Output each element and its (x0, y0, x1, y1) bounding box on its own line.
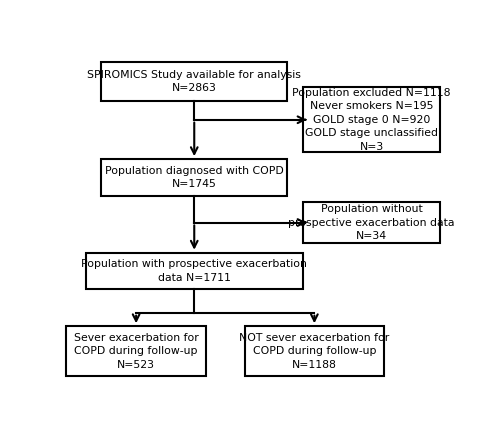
FancyBboxPatch shape (101, 159, 287, 196)
FancyBboxPatch shape (244, 326, 384, 376)
FancyBboxPatch shape (66, 326, 206, 376)
Text: Population without
prospective exacerbation data
N=34: Population without prospective exacerbat… (288, 204, 455, 241)
Text: Population excluded N=1118
Never smokers N=195
GOLD stage 0 N=920
GOLD stage unc: Population excluded N=1118 Never smokers… (292, 88, 451, 152)
Text: Sever exacerbation for
COPD during follow-up
N=523: Sever exacerbation for COPD during follo… (74, 332, 198, 370)
Text: Population diagnosed with COPD
N=1745: Population diagnosed with COPD N=1745 (105, 166, 284, 189)
FancyBboxPatch shape (86, 253, 303, 289)
Text: NOT sever exacerbation for
COPD during follow-up
N=1188: NOT sever exacerbation for COPD during f… (240, 332, 390, 370)
FancyBboxPatch shape (303, 87, 440, 152)
Text: SPIROMICS Study available for analysis
N=2863: SPIROMICS Study available for analysis N… (88, 69, 301, 93)
Text: Population with prospective exacerbation
data N=1711: Population with prospective exacerbation… (82, 259, 307, 283)
FancyBboxPatch shape (303, 202, 440, 243)
FancyBboxPatch shape (101, 62, 287, 101)
